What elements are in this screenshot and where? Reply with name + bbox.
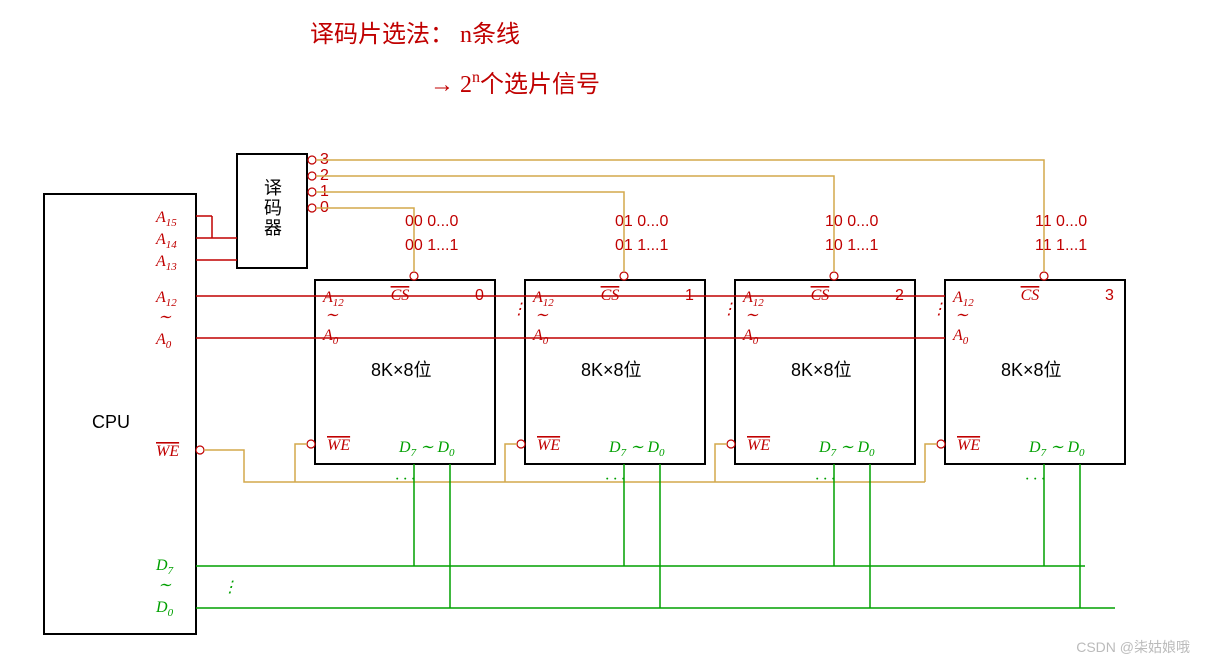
svg-text:10 1...1: 10 1...1 — [825, 237, 878, 254]
data-wires — [196, 464, 1115, 608]
svg-text:01 1...1: 01 1...1 — [615, 237, 668, 254]
svg-text:00 1...1: 00 1...1 — [405, 237, 458, 254]
svg-text:11 1...1: 11 1...1 — [1035, 237, 1087, 254]
svg-text:00 0...0: 00 0...0 — [405, 213, 458, 230]
svg-text:· · ·: · · · — [1025, 471, 1045, 488]
title-line2: → 2n个选片信号 — [430, 69, 600, 98]
svg-text:⋮: ⋮ — [511, 301, 527, 318]
svg-text:WE: WE — [957, 437, 980, 454]
title-line1: 译码片选法： n条线 — [310, 21, 520, 48]
svg-text:· · ·: · · · — [395, 471, 415, 488]
diagram-root: 译码片选法： n条线 → 2n个选片信号 CPU 译 码 器 3 2 1 0 A… — [0, 0, 1208, 659]
svg-text:∼: ∼ — [158, 309, 172, 326]
svg-text:3: 3 — [1105, 287, 1114, 304]
memory-chip-2: 10 0...010 1...1A12∼A0CS28K×8位WED7 ∼ D0⋮… — [721, 213, 915, 488]
svg-text:· · ·: · · · — [815, 471, 835, 488]
svg-text:⋮: ⋮ — [222, 579, 238, 596]
memory-chip-3: 11 0...011 1...1A12∼A0CS38K×8位WED7 ∼ D0⋮… — [931, 213, 1125, 488]
svg-text:WE: WE — [747, 437, 770, 454]
svg-text:WE: WE — [327, 437, 350, 454]
svg-text:∼: ∼ — [535, 307, 549, 324]
svg-text:· · ·: · · · — [605, 471, 625, 488]
cpu-we: WE — [156, 443, 179, 460]
svg-text:8K×8位: 8K×8位 — [581, 360, 642, 380]
cpu-we-neg — [196, 446, 204, 454]
memory-chips: 00 0...000 1...1A12∼A0CS08K×8位WED7 ∼ D0·… — [307, 213, 1125, 488]
cpu-label: CPU — [92, 412, 130, 432]
svg-text:∼: ∼ — [745, 307, 759, 324]
svg-text:⋮: ⋮ — [721, 301, 737, 318]
svg-text:10 0...0: 10 0...0 — [825, 213, 878, 230]
watermark: CSDN @柒姑娘哦 — [1076, 639, 1190, 655]
svg-text:∼: ∼ — [325, 307, 339, 324]
svg-text:8K×8位: 8K×8位 — [371, 360, 432, 380]
svg-text:∼: ∼ — [955, 307, 969, 324]
svg-text:CS: CS — [1021, 287, 1040, 304]
svg-text:01 0...0: 01 0...0 — [615, 213, 668, 230]
svg-text:8K×8位: 8K×8位 — [1001, 360, 1062, 380]
memory-chip-0: 00 0...000 1...1A12∼A0CS08K×8位WED7 ∼ D0·… — [307, 213, 495, 488]
decoder-label1: 译 — [264, 178, 282, 198]
svg-text:⋮: ⋮ — [931, 301, 947, 318]
svg-text:∼: ∼ — [158, 577, 172, 594]
decoder-label3: 器 — [264, 218, 282, 238]
decoder-label2: 码 — [264, 198, 282, 218]
svg-text:11 0...0: 11 0...0 — [1035, 213, 1087, 230]
svg-text:WE: WE — [537, 437, 560, 454]
svg-text:8K×8位: 8K×8位 — [791, 360, 852, 380]
memory-chip-1: 01 0...001 1...1A12∼A0CS18K×8位WED7 ∼ D0⋮… — [511, 213, 705, 488]
